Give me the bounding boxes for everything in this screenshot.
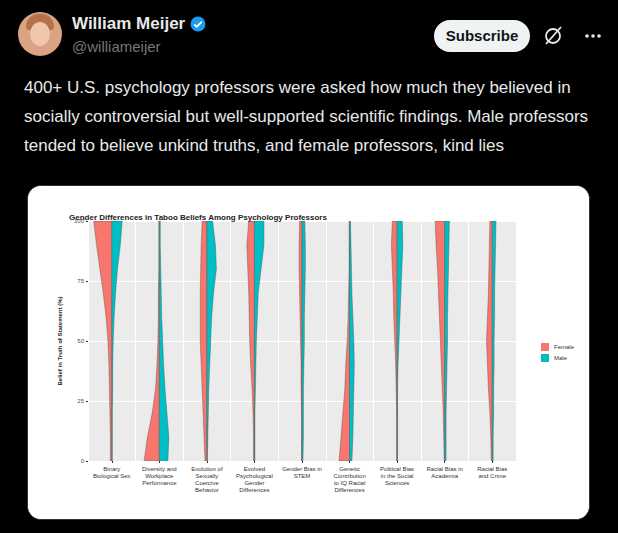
svg-text:Coercive: Coercive (195, 480, 219, 486)
svg-text:Biological Sex: Biological Sex (93, 473, 131, 479)
svg-text:in the Social: in the Social (381, 473, 414, 479)
svg-text:Evolution of: Evolution of (191, 466, 223, 472)
svg-text:Sciences: Sciences (385, 480, 409, 486)
svg-text:to IQ Racial: to IQ Racial (334, 480, 365, 486)
svg-text:Performance: Performance (142, 480, 177, 486)
svg-text:Political Bias: Political Bias (380, 466, 414, 472)
svg-text:Racial Bias: Racial Bias (477, 466, 507, 472)
svg-text:Racial Bias in: Racial Bias in (426, 466, 462, 472)
svg-text:50: 50 (77, 338, 84, 344)
svg-text:Belief in Truth of Statement (: Belief in Truth of Statement (%) (57, 296, 63, 385)
svg-text:Contribution: Contribution (333, 473, 365, 479)
html-text:William Meijer: William Meijer (72, 14, 186, 33)
html-text:@williameijer: @williameijer (72, 38, 161, 55)
svg-text:0: 0 (81, 458, 85, 464)
svg-text:Differences: Differences (239, 487, 269, 493)
svg-text:Gender Differences in Taboo Be: Gender Differences in Taboo Beliefs Amon… (69, 213, 327, 222)
svg-text:Diversity and: Diversity and (142, 466, 177, 472)
svg-text:Female: Female (554, 344, 575, 350)
svg-text:Behavior: Behavior (195, 487, 219, 493)
svg-text:Binary: Binary (103, 466, 120, 472)
svg-text:Workplace: Workplace (145, 473, 174, 479)
svg-text:Differences: Differences (334, 487, 364, 493)
svg-text:Male: Male (554, 355, 568, 361)
svg-text:Academia: Academia (431, 473, 458, 479)
svg-text:25: 25 (77, 398, 84, 404)
svg-text:Evolved: Evolved (244, 466, 265, 472)
svg-text:Gender: Gender (244, 480, 264, 486)
svg-text:and Crime: and Crime (478, 473, 506, 479)
svg-text:Genetic: Genetic (339, 466, 360, 472)
svg-text:STEM: STEM (294, 473, 311, 479)
svg-text:Sexually: Sexually (196, 473, 219, 479)
svg-text:75: 75 (77, 278, 84, 284)
svg-text:Psychological: Psychological (236, 473, 273, 479)
svg-text:Gender Bias in: Gender Bias in (282, 466, 322, 472)
html-text:400+ U.S. psychology professor: 400+ U.S. psychology professors were ask… (24, 78, 589, 155)
html-text:Subscribe: Subscribe (445, 27, 519, 44)
